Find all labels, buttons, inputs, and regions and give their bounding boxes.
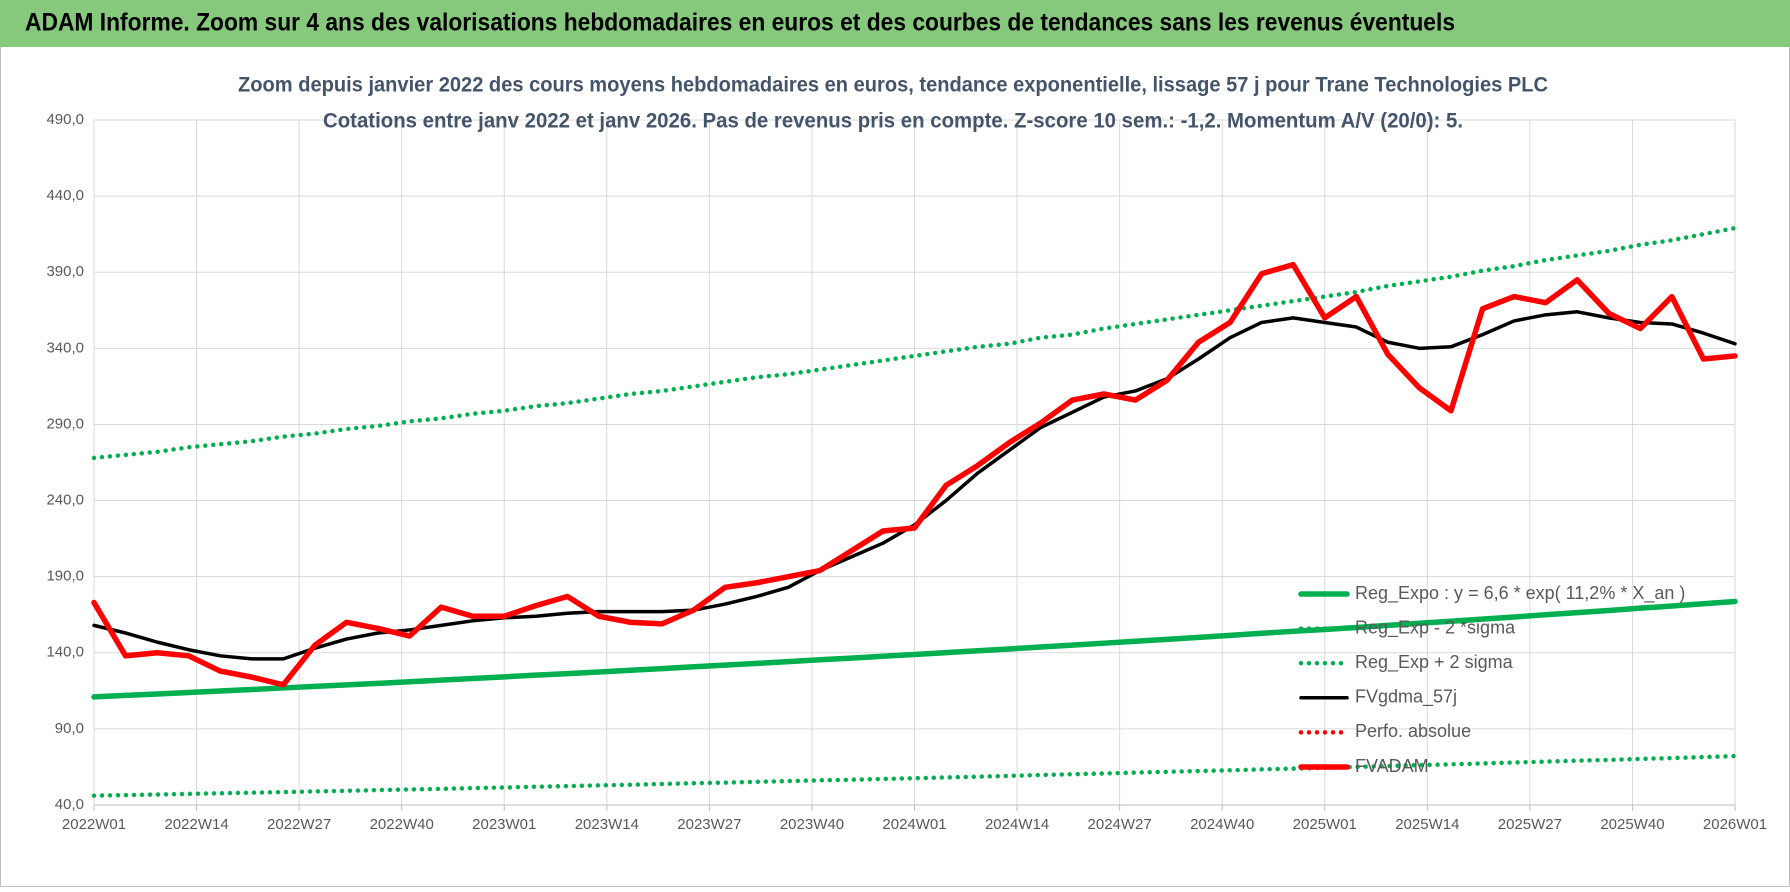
series-line	[91, 261, 1738, 688]
series-line	[91, 598, 1738, 700]
legend-label: Reg_Exp - 2 *sigma	[1355, 617, 1516, 638]
chart-title: Zoom depuis janvier 2022 des cours moyen…	[238, 74, 1548, 97]
x-tick-label: 2023W01	[472, 816, 536, 833]
x-tick-label: 2022W40	[370, 816, 434, 833]
y-tick-label: 490,0	[46, 111, 84, 128]
y-tick-label: 240,0	[46, 492, 84, 509]
title-banner	[0, 0, 1790, 47]
x-tick-label: 2023W27	[677, 816, 741, 833]
legend-label: FVADAM	[1355, 756, 1429, 776]
legend-label: Reg_Expo : y = 6,6 * exp( 11,2% * X_an )	[1355, 583, 1685, 604]
x-tick-label: 2025W40	[1600, 816, 1664, 833]
chart-subtitle: Cotations entre janv 2022 et janv 2026. …	[323, 110, 1463, 133]
series-line	[91, 753, 1738, 798]
y-tick-label: 340,0	[46, 339, 84, 356]
x-tick-label: 2026W01	[1703, 816, 1767, 833]
legend-label: Perfo. absolue	[1355, 721, 1471, 741]
x-tick-label: 2024W14	[985, 816, 1049, 833]
x-tick-label: 2025W01	[1293, 816, 1357, 833]
page-title: ADAM Informe. Zoom sur 4 ans des valoris…	[25, 9, 1455, 37]
x-tick-label: 2025W14	[1395, 816, 1459, 833]
x-tick-label: 2025W27	[1498, 816, 1562, 833]
y-tick-label: 90,0	[55, 720, 84, 737]
x-tick-label: 2022W27	[267, 816, 331, 833]
x-tick-label: 2024W27	[1088, 816, 1152, 833]
y-tick-label: 190,0	[46, 568, 84, 585]
x-tick-label: 2023W14	[575, 816, 639, 833]
x-tick-label: 2024W40	[1190, 816, 1254, 833]
y-tick-label: 440,0	[46, 187, 84, 204]
legend-label: Reg_Exp + 2 sigma	[1355, 652, 1514, 673]
plot-area: 40,0 90,0 140,0 190,0 240,0 290,0 340,0 390,0 44…	[46, 111, 1767, 833]
y-tick-label: 140,0	[46, 644, 84, 661]
y-tick-label: 390,0	[46, 263, 84, 280]
y-tick-label: 40,0	[55, 796, 84, 813]
x-tick-label: 2022W01	[62, 816, 126, 833]
legend-label: FVgdma_57j	[1355, 687, 1457, 708]
x-tick-label: 2022W14	[164, 816, 228, 833]
x-tick-label: 2024W01	[882, 816, 946, 833]
x-tick-label: 2023W40	[780, 816, 844, 833]
y-tick-label: 290,0	[46, 415, 84, 432]
